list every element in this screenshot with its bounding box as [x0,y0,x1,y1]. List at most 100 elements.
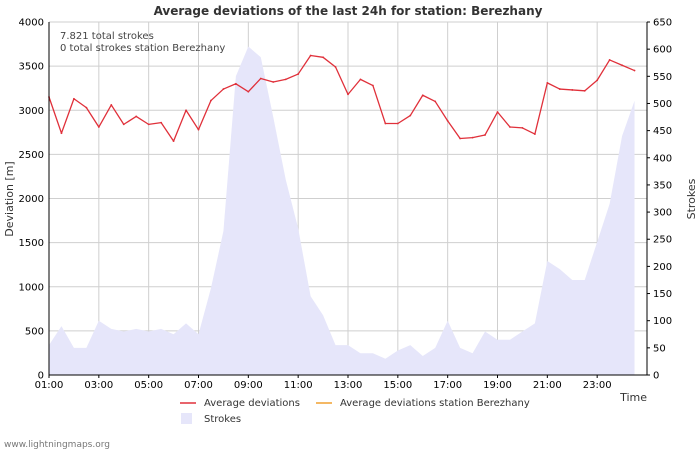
deviation-point [546,81,549,84]
deviation-point [421,94,424,97]
deviation-point [396,122,399,125]
info-station-strokes: 0 total strokes station Berezhany [60,43,225,54]
tick-labels: 0 500 1000 1500 2000 2500 3000 3500 4000 0 50 100 15… [19,18,673,392]
deviation-point [234,82,237,85]
deviation-point [496,111,499,113]
y2-tick-label: 350 [653,180,672,191]
y2-tick-label: 600 [653,45,672,56]
x-tick-label: 11:00 [284,380,313,391]
y2-tick-label: 300 [653,208,672,219]
y2-tick-label: 500 [653,99,672,110]
x-tick-label: 15:00 [383,380,412,391]
deviation-point [533,133,536,135]
deviation-point [372,84,374,87]
deviation-point [633,69,636,72]
deviation-point [334,66,337,68]
legend-label-station: Average deviations station Berezhany [340,398,530,409]
deviation-point [222,88,225,90]
deviation-point [571,89,574,91]
y-tick-label: 0 [38,371,44,382]
deviation-point [110,104,113,106]
y-tick-label: 1000 [19,282,44,293]
deviation-point [459,137,462,140]
footer-credit: www.lightningmaps.org [4,440,110,450]
y-tick-label: 2500 [19,150,44,161]
legend: Average deviations Average deviations st… [180,398,530,425]
deviation-point [210,99,212,102]
deviation-point [197,128,200,131]
y-tick-label: 2000 [19,194,44,205]
y2-axis-label: Strokes [685,178,698,219]
deviation-point [347,93,349,96]
strokes-area-layer [49,46,635,375]
deviation-point [247,90,250,93]
deviation-point [284,78,287,81]
y-axis-label: Deviation [m] [3,161,16,236]
x-tick-label: 01:00 [35,380,64,391]
x-tick-label: 23:00 [583,380,612,391]
y2-tick-label: 250 [653,235,672,246]
y2-tick-label: 650 [653,18,672,29]
deviation-point [85,106,88,109]
deviation-point [521,127,524,129]
deviation-point [172,140,175,143]
y-tick-label: 4000 [19,18,44,29]
deviation-point [185,109,187,112]
legend-label-strokes: Strokes [204,414,241,425]
deviation-point [60,132,63,135]
strokes-area [49,46,635,375]
deviation-point [446,119,449,122]
x-tick-label: 17:00 [433,380,462,391]
deviation-point [621,64,623,67]
deviation-point [147,123,150,126]
deviation-point [259,77,262,80]
y-tick-label: 1500 [19,238,44,249]
deviation-point [122,123,125,126]
deviation-point [309,54,312,57]
info-total-strokes: 7.821 total strokes [60,31,154,42]
deviation-point [272,81,275,83]
deviation-point [558,88,561,90]
y2-tick-label: 0 [653,371,659,382]
y2-tick-label: 400 [653,153,672,164]
deviation-line [48,54,635,142]
deviation-point [322,56,324,59]
deviation-point [484,134,486,136]
x-tick-label: 13:00 [334,380,363,391]
deviation-point [97,126,100,128]
legend-swatch-strokes [181,413,192,424]
y-tick-label: 3500 [19,62,44,73]
chart-title: Average deviations of the last 24h for s… [154,4,543,18]
y2-tick-label: 450 [653,126,672,137]
deviation-point [160,121,163,124]
x-tick-label: 19:00 [483,380,512,391]
x-tick-label: 05:00 [134,380,163,391]
deviation-point [384,122,387,125]
deviation-point [471,136,474,139]
x-tick-label: 21:00 [533,380,562,391]
y2-tick-label: 100 [653,316,672,327]
deviation-point [509,126,511,128]
deviation-point [73,97,75,100]
legend-label-avg: Average deviations [204,398,300,409]
deviation-point [409,114,412,117]
y2-tick-label: 50 [653,343,666,354]
x-tick-label: 09:00 [234,380,263,391]
x-tick-label: 03:00 [84,380,113,391]
deviation-point [434,100,437,103]
deviation-point [596,79,599,82]
deviation-point [297,73,300,75]
deviation-point [135,115,138,118]
y-tick-label: 3000 [19,106,44,117]
x-axis-label: Time [619,391,647,404]
y2-tick-label: 200 [653,262,672,273]
axes [48,21,650,378]
y2-tick-label: 550 [653,72,672,83]
deviation-point [359,78,362,81]
deviation-point [583,89,586,92]
y-tick-label: 500 [25,326,44,337]
deviation-point [608,59,611,61]
y2-tick-label: 150 [653,289,672,300]
x-tick-label: 07:00 [184,380,213,391]
